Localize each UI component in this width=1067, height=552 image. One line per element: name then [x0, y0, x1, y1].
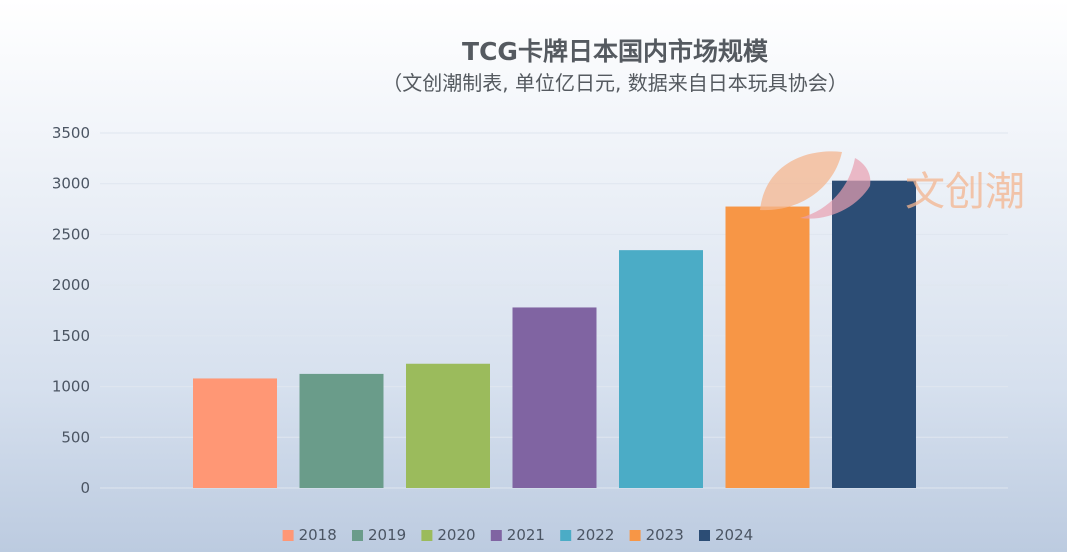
- legend-swatch: [699, 530, 710, 541]
- legend-swatch: [629, 530, 641, 541]
- legend: 2018 2019 2020 2021 2022 2023 2024: [282, 526, 753, 544]
- watermark: 文创潮: [760, 151, 1025, 219]
- y-tick-label: 3500: [52, 124, 90, 142]
- bar-2023: [725, 206, 810, 489]
- legend-label: 2018: [299, 526, 337, 544]
- chart-title: TCG卡牌日本国内市场规模: [462, 37, 769, 66]
- legend-swatch: [352, 530, 363, 541]
- bar-2021: [512, 307, 597, 488]
- legend-label: 2020: [437, 526, 475, 544]
- bar-2022: [619, 250, 703, 488]
- bar-2020: [406, 363, 490, 488]
- bar-2024: [832, 180, 916, 488]
- bars: [193, 180, 916, 489]
- y-tick-label: 500: [61, 428, 90, 446]
- y-axis-ticks: 0 500 1000 1500 2000 2500 3000 3500: [52, 124, 90, 497]
- y-tick-label: 1500: [52, 327, 90, 345]
- bar-2018: [193, 378, 277, 488]
- y-tick-label: 0: [80, 479, 90, 497]
- legend-label: 2023: [646, 526, 684, 544]
- legend-label: 2024: [715, 526, 753, 544]
- y-tick-label: 3000: [52, 175, 90, 193]
- watermark-logo-icon: [760, 151, 842, 211]
- legend-swatch: [282, 530, 294, 541]
- chart-subtitle: （文创潮制表, 单位亿日元, 数据来自日本玩具协会）: [382, 71, 847, 95]
- bar-2019: [299, 373, 384, 488]
- legend-label: 2019: [368, 526, 406, 544]
- y-tick-label: 2500: [52, 225, 90, 243]
- legend-swatch: [560, 530, 572, 541]
- legend-label: 2021: [507, 526, 545, 544]
- legend-label: 2022: [576, 526, 614, 544]
- watermark-text: 文创潮: [905, 169, 1025, 215]
- y-tick-label: 2000: [52, 276, 90, 294]
- watermark-logo-accent-icon: [800, 158, 871, 219]
- legend-swatch: [421, 530, 433, 541]
- y-tick-label: 1000: [52, 378, 90, 396]
- legend-swatch: [490, 530, 502, 541]
